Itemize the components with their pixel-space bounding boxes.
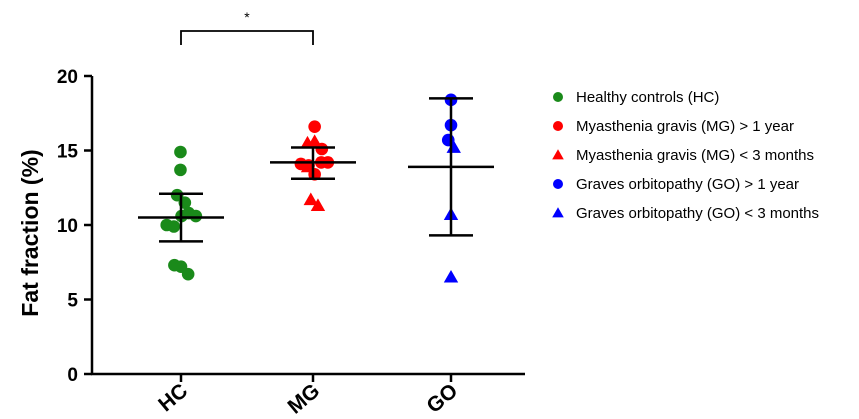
y-axis-title: Fat fraction (%) bbox=[17, 149, 43, 316]
y-tick-label: 15 bbox=[57, 142, 79, 163]
summary-bar-go bbox=[408, 97, 494, 237]
series-mg-triangle bbox=[300, 134, 326, 212]
legend-item-4: Graves orbitopathy (GO) > 1 year bbox=[553, 176, 799, 193]
data-marks: * bbox=[138, 9, 494, 283]
legend-marker bbox=[553, 92, 563, 102]
legend-item-3: Myasthenia gravis (MG) < 3 months bbox=[552, 147, 814, 164]
legend-marker bbox=[552, 207, 564, 218]
legend-label: Graves orbitopathy (GO) > 1 year bbox=[576, 176, 799, 193]
legend-label: Healthy controls (HC) bbox=[576, 89, 719, 106]
legend-marker bbox=[552, 149, 564, 160]
legend-item-5: Graves orbitopathy (GO) < 3 months bbox=[552, 205, 819, 222]
legend-label: Myasthenia gravis (MG) < 3 months bbox=[576, 147, 814, 164]
x-tick-label-mg: MG bbox=[284, 379, 325, 418]
y-tick-label: 5 bbox=[67, 291, 78, 312]
data-point bbox=[307, 134, 322, 147]
legend-marker bbox=[553, 179, 563, 189]
data-point bbox=[308, 120, 321, 133]
data-point bbox=[443, 269, 459, 283]
data-point bbox=[181, 267, 195, 281]
x-tick-label-hc: HC bbox=[154, 379, 192, 416]
series-hc-circle bbox=[160, 145, 203, 281]
series-go-circle bbox=[441, 93, 458, 147]
summary-bar-hc bbox=[138, 192, 224, 243]
data-point bbox=[300, 159, 316, 173]
data-point bbox=[303, 192, 318, 206]
data-point bbox=[174, 145, 187, 159]
legend-marker bbox=[553, 121, 563, 131]
legend-label: Myasthenia gravis (MG) > 1 year bbox=[576, 118, 794, 135]
series-go-triangle bbox=[443, 140, 461, 283]
legend-item-1: Healthy controls (HC) bbox=[553, 89, 719, 106]
data-point bbox=[310, 198, 326, 212]
data-point bbox=[167, 220, 181, 233]
bracket-line bbox=[180, 30, 314, 45]
data-point bbox=[189, 209, 203, 223]
significance-star: * bbox=[244, 9, 250, 25]
y-tick-label: 10 bbox=[57, 216, 78, 237]
legend-item-2: Myasthenia gravis (MG) > 1 year bbox=[553, 118, 794, 135]
legend: Healthy controls (HC) Myasthenia gravis (… bbox=[552, 89, 819, 222]
legend-label: Graves orbitopathy (GO) < 3 months bbox=[576, 205, 819, 222]
y-tick-label: 0 bbox=[67, 365, 78, 386]
summary-bar-mg bbox=[270, 146, 356, 181]
data-point bbox=[174, 163, 187, 177]
x-tick-label-go: GO bbox=[422, 379, 462, 418]
significance-bracket: * bbox=[180, 9, 314, 45]
y-tick-label: 20 bbox=[57, 67, 78, 88]
